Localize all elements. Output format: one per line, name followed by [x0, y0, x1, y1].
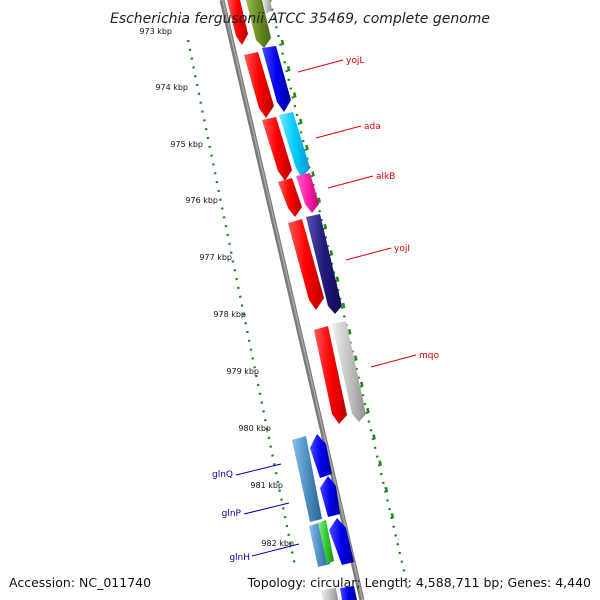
gene-mqo-red: [314, 326, 347, 424]
gene-yoji-red: [288, 219, 324, 310]
yoji-leader: [345, 247, 392, 261]
gene-yojl-blue: [262, 46, 291, 112]
outer-track-dots: [268, 0, 410, 589]
tick-label: 978 kbp: [213, 310, 246, 319]
gene-yojl-red: [244, 52, 274, 118]
gene-label-glnp: glnP: [222, 509, 242, 519]
gene-alkb-magenta: [296, 173, 319, 213]
gene-label-glnq: glnQ: [212, 470, 233, 480]
gene-yoji-navy: [306, 214, 342, 314]
tick-label: 973 kbp: [139, 27, 172, 36]
gene-features: [227, 0, 366, 600]
tick-label: 979 kbp: [226, 367, 259, 376]
gene-ada-red: [262, 117, 292, 181]
gene-gray-partial-bottom: [321, 588, 338, 600]
tick-label: 975 kbp: [170, 140, 203, 149]
genome-backbone-highlight: [221, 0, 364, 600]
gene-gray-partial-top: [262, 0, 272, 14]
gene-glnq-steel: [292, 436, 322, 522]
gene-label-alkb: alkB: [376, 172, 395, 182]
gene-glnh-green: [318, 520, 334, 564]
gene-glnh-steel: [309, 522, 330, 567]
accession-label: Accession: NC_011740: [9, 575, 151, 590]
alkb-leader: [327, 175, 374, 189]
yojl-leader: [297, 59, 344, 73]
tick-label: 974 kbp: [155, 83, 188, 92]
gene-blue-partial-bottom: [340, 586, 357, 600]
tick-label: 977 kbp: [199, 253, 232, 262]
gene-labels: yojL ada alkB yojI mqo glnQ glnP glnH: [212, 56, 439, 563]
glnh-leader: [251, 543, 300, 557]
gene-label-yojl: yojL: [346, 56, 364, 66]
genome-stats: Topology: circular; Length: 4,588,711 bp…: [247, 575, 591, 590]
tick-labels: 973 kbp 974 kbp 975 kbp 976 kbp 977 kbp …: [139, 27, 294, 548]
ada-leader: [315, 125, 362, 139]
gene-blue-c: [329, 518, 354, 565]
glnp-leader: [243, 502, 290, 515]
gene-mqo-gray: [332, 321, 366, 422]
glnq-leader: [235, 463, 282, 476]
gene-label-ada: ada: [364, 122, 381, 132]
gene-red-partial-top: [227, 0, 248, 45]
gene-label-lines: [235, 59, 417, 557]
genome-title: Escherichia fergusonii ATCC 35469, compl…: [110, 11, 490, 27]
mqo-leader: [370, 354, 417, 368]
gene-label-yoji: yojI: [394, 244, 410, 254]
tick-label: 982 kbp: [261, 539, 294, 548]
tick-label: 980 kbp: [238, 424, 271, 433]
gene-blue-a: [310, 434, 332, 478]
gene-ada-cyan: [279, 112, 310, 178]
tick-label: 976 kbp: [185, 196, 218, 205]
tick-label: 981 kbp: [250, 481, 283, 490]
gene-label-glnh: glnH: [229, 553, 250, 563]
outer-track-dashes: [280, 39, 400, 541]
gene-olive-partial-top: [246, 0, 271, 48]
gene-label-mqo: mqo: [419, 351, 439, 361]
gene-alkb-red: [278, 178, 302, 217]
gene-blue-b: [320, 476, 340, 517]
